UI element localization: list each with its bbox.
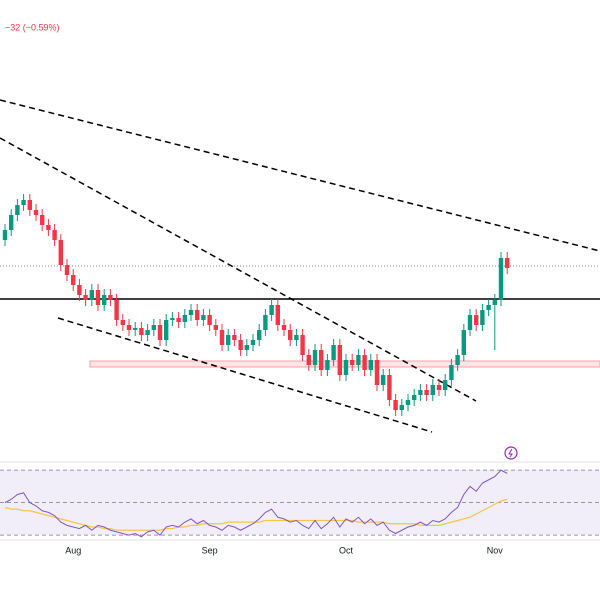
candle-body: [325, 360, 330, 370]
candle-body: [412, 395, 417, 400]
candle-body: [120, 320, 125, 325]
candle-body: [9, 215, 14, 230]
candle-body: [436, 385, 442, 390]
candle-body: [331, 345, 336, 360]
candle-body: [126, 325, 132, 330]
candle-body: [33, 210, 39, 215]
x-tick-label: Sep: [202, 545, 218, 555]
x-tick-label: Nov: [487, 545, 504, 555]
candle-body: [226, 335, 231, 345]
candle-body: [424, 390, 429, 395]
candle-body: [157, 325, 163, 340]
candle-body: [176, 318, 181, 322]
trend-line: [57, 317, 433, 433]
candle-body: [300, 335, 305, 355]
candle-body: [71, 275, 76, 285]
candle-body: [219, 330, 225, 345]
candle-body: [213, 325, 218, 330]
candle-body: [474, 315, 479, 325]
candle-body: [64, 265, 70, 275]
candle-body: [145, 330, 150, 335]
candle-body: [281, 325, 287, 330]
candle-body: [108, 295, 113, 300]
candle-body: [486, 305, 491, 310]
candle-body: [430, 385, 435, 395]
candle-body: [498, 258, 504, 300]
candle-body: [195, 310, 200, 320]
candle-body: [89, 290, 94, 300]
candle-body: [164, 320, 169, 340]
candle-body: [188, 310, 194, 315]
x-tick-label: Aug: [65, 545, 81, 555]
candle-body: [294, 335, 299, 340]
candle-body: [263, 315, 268, 330]
rsi-ma-line: [4, 498, 508, 531]
candle-body: [133, 328, 138, 330]
candle-body: [58, 240, 63, 265]
candle-body: [46, 225, 51, 230]
candle-body: [356, 355, 361, 365]
candle-body: [238, 340, 243, 350]
candle-body: [27, 200, 32, 210]
candle-body: [449, 365, 454, 380]
candle-body: [182, 315, 187, 322]
candle-body: [399, 405, 404, 410]
candle-body: [257, 330, 262, 340]
candle-body: [455, 355, 460, 365]
candle-body: [207, 315, 212, 325]
candle-body: [492, 300, 497, 305]
candle-body: [418, 390, 423, 395]
candle-body: [312, 350, 318, 365]
candle-body: [15, 205, 20, 215]
candle-body: [201, 315, 206, 320]
rsi-line: [4, 469, 508, 538]
candle-body: [461, 330, 466, 355]
candle-body: [288, 330, 293, 340]
candle-body: [83, 295, 88, 300]
candle-body: [250, 340, 256, 345]
candle-body: [244, 345, 249, 350]
candle-body: [505, 258, 510, 268]
candle-body: [170, 318, 175, 320]
candle-body: [387, 375, 392, 400]
trend-line: [0, 99, 600, 252]
candle-body: [405, 400, 411, 405]
trend-line: [0, 137, 477, 402]
event-icon[interactable]: [504, 446, 518, 460]
candle-body: [362, 355, 367, 370]
candle-body: [319, 350, 324, 370]
candle-body: [151, 325, 156, 330]
candle-body: [368, 360, 373, 370]
candle-body: [2, 230, 8, 240]
candle-body: [443, 380, 448, 390]
candle-body: [306, 355, 311, 365]
price-change: −32 (−0.59%): [5, 22, 60, 32]
candle-body: [269, 305, 274, 315]
candle-body: [21, 200, 26, 205]
candle-body: [114, 300, 119, 320]
candle-body: [102, 295, 107, 305]
candle-body: [275, 305, 280, 325]
candle-body: [139, 328, 144, 335]
candle-body: [52, 230, 57, 240]
candle-body: [232, 335, 237, 340]
candle-body: [480, 310, 485, 325]
candle-body: [374, 360, 380, 385]
candle-body: [337, 345, 342, 375]
candle-body: [343, 360, 349, 375]
candle-body: [95, 290, 101, 305]
candle-body: [467, 315, 473, 330]
candle-body: [381, 375, 386, 385]
rsi-band: [0, 470, 600, 536]
x-tick-label: Oct: [339, 545, 354, 555]
candle-body: [40, 215, 45, 225]
candle-body: [77, 285, 82, 295]
candle-body: [350, 360, 355, 365]
candle-body: [393, 400, 398, 410]
event-icon-bolt: [508, 448, 513, 458]
